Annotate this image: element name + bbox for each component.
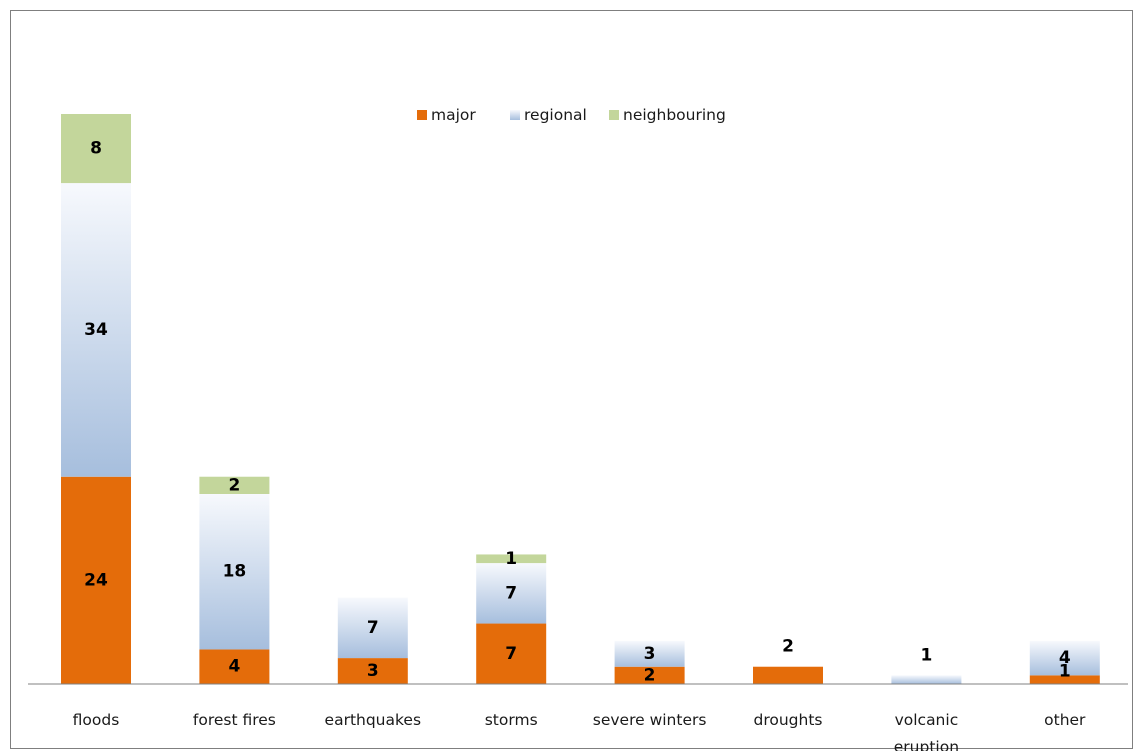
legend-label-regional: regional [524, 106, 587, 124]
bar-regional-volcanic-eruption [891, 675, 962, 684]
bar-neighbouring-floods [61, 114, 131, 184]
data-label-regional-forest-fires: 18 [223, 562, 247, 582]
bar-regional-earthquakes [337, 597, 408, 659]
category-label-earthquakes: earthquakes [325, 711, 422, 729]
bar-regional-floods [61, 183, 131, 477]
bar-major-earthquakes [337, 658, 408, 684]
category-label-other: other [1044, 711, 1086, 729]
bar-major-other [1029, 675, 1100, 684]
data-label-neighbouring-floods: 8 [90, 139, 102, 159]
data-label-regional-earthquakes: 7 [367, 618, 379, 638]
data-label-regional-severe-winters: 3 [644, 644, 656, 664]
data-label-major-other: 1 [1059, 661, 1071, 681]
bar-major-severe-winters [614, 666, 685, 684]
category-label-volcanic-eruption-1: volcanic [895, 711, 959, 729]
data-label-neighbouring-storms: 1 [505, 549, 517, 569]
bar-major-droughts [753, 666, 823, 684]
category-label-forest-fires: forest fires [193, 711, 276, 729]
bar-regional-severe-winters [614, 640, 685, 667]
category-label-storms: storms [485, 711, 538, 729]
bar-neighbouring-forest-fires [199, 476, 270, 494]
bar-major-floods [61, 476, 131, 684]
chart-frame [10, 10, 1133, 749]
data-label-major-droughts: 2 [782, 637, 794, 657]
legend-swatch-neighbouring [609, 110, 619, 120]
legend-label-major: major [431, 106, 476, 124]
legend-label-neighbouring: neighbouring [623, 106, 726, 124]
data-label-major-severe-winters: 2 [644, 665, 656, 685]
data-label-neighbouring-forest-fires: 2 [228, 475, 240, 495]
bar-regional-storms [476, 563, 547, 624]
data-label-major-floods: 24 [84, 570, 108, 590]
category-label-volcanic-eruption-2: eruption [894, 738, 959, 751]
data-label-major-storms: 7 [505, 644, 517, 664]
bar-major-forest-fires [199, 649, 270, 684]
data-label-regional-other: 4 [1059, 648, 1071, 668]
data-label-regional-floods: 34 [84, 320, 108, 340]
legend-swatch-major [417, 110, 427, 120]
bar-major-storms [476, 623, 547, 684]
data-label-regional-volcanic-eruption: 1 [920, 645, 932, 665]
data-label-regional-storms: 7 [505, 583, 517, 603]
category-label-floods: floods [73, 711, 120, 729]
legend: major regional neighbouring [417, 106, 726, 124]
bar-neighbouring-storms [476, 554, 547, 564]
category-label-droughts: droughts [754, 711, 823, 729]
bar-regional-other [1029, 640, 1100, 676]
category-label-severe-winters: severe winters [593, 711, 707, 729]
data-label-major-earthquakes: 3 [367, 661, 379, 681]
legend-swatch-regional [510, 110, 520, 120]
bar-regional-forest-fires [199, 494, 270, 650]
data-label-major-forest-fires: 4 [228, 657, 240, 677]
